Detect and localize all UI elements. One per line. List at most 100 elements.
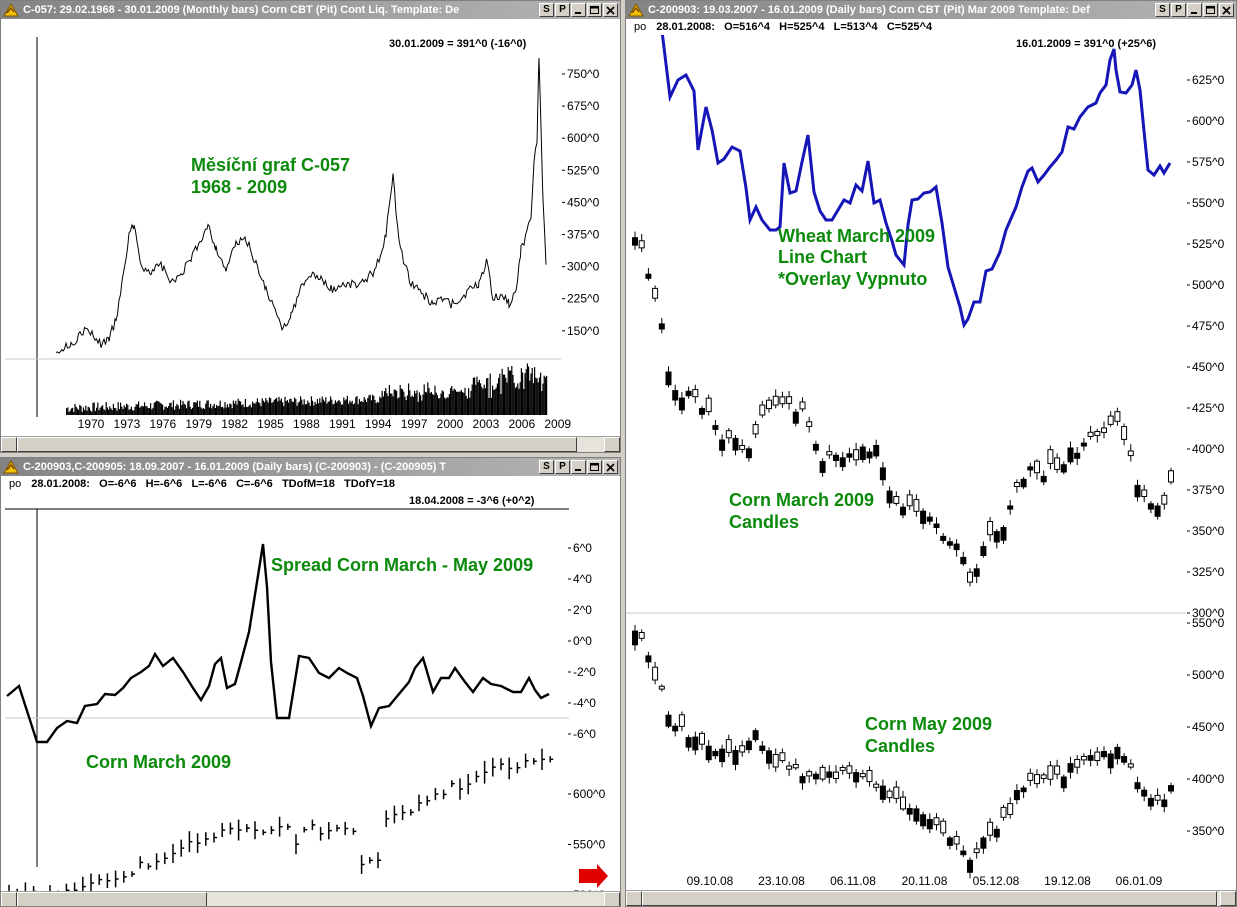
volume-bar [176, 403, 178, 415]
volume-bar [422, 394, 424, 415]
scroll-thumb[interactable] [17, 437, 577, 452]
candle-body [1147, 503, 1154, 510]
volume-bar [129, 408, 131, 415]
volume-bar [417, 401, 419, 415]
monthly-x-tick-label: 1988 [293, 417, 320, 431]
spread-close-button[interactable] [603, 460, 618, 474]
volume-bar [390, 393, 392, 415]
daily-close-button[interactable] [1219, 3, 1234, 17]
spread-y-bottom-tick-label: 500^0 [573, 888, 606, 892]
volume-bar [112, 403, 114, 415]
candle-body [839, 457, 846, 468]
spread-p-button[interactable]: P [555, 460, 570, 474]
volume-bar [102, 405, 104, 415]
spread-ohlc-info: 28.01.2008: O=-6^6 H=-6^6 L=-6^6 C=-6^6 … [31, 478, 396, 490]
wheat-y-tick-label: 625^0 [1192, 73, 1225, 87]
volume-bar [541, 391, 543, 415]
daily-window-titlebar[interactable]: C-200903: 19.03.2007 - 16.01.2009 (Daily… [626, 1, 1236, 19]
daily-chart-window[interactable]: C-200903: 19.03.2007 - 16.01.2009 (Daily… [625, 0, 1237, 907]
close-icon [606, 463, 615, 472]
monthly-window-titlebar[interactable]: C-057: 29.02.1968 - 30.01.2009 (Monthly … [1, 1, 620, 19]
scroll-left-button[interactable] [1, 892, 17, 906]
volume-bar [132, 410, 134, 415]
candle-body [973, 568, 980, 577]
maximize-icon [590, 463, 599, 471]
volume-bar [290, 398, 292, 415]
volume-bar [356, 396, 358, 415]
daily-last-value: 16.01.2009 = 391^0 (+25^6) [1016, 38, 1156, 50]
candle-body [819, 766, 826, 780]
monthly-chart-window[interactable]: C-057: 29.02.1968 - 30.01.2009 (Monthly … [0, 0, 621, 453]
volume-bar [114, 408, 116, 415]
monthly-x-tick-label: 2006 [508, 417, 535, 431]
volume-bar [249, 404, 251, 415]
volume-bar [138, 401, 140, 415]
volume-bar [94, 411, 96, 415]
scroll-right-button[interactable] [1220, 891, 1236, 906]
monthly-chart-area[interactable]: 30.01.2009 = 391^0 (-16^0) 750^0 675^0 600… [1, 19, 620, 436]
daily-maximize-button[interactable] [1203, 3, 1218, 17]
scroll-left-button[interactable] [1, 437, 17, 452]
volume-bar [265, 398, 267, 415]
candle-body [1040, 774, 1047, 780]
scroll-right-button[interactable] [604, 437, 620, 452]
volume-bar [147, 408, 149, 415]
volume-bar [93, 402, 95, 415]
daily-p-button[interactable]: P [1171, 3, 1186, 17]
volume-bar [292, 402, 294, 415]
monthly-p-button[interactable]: P [555, 3, 570, 17]
daily-minimize-button[interactable] [1187, 3, 1202, 17]
spread-chart-window[interactable]: C-200903,C-200905: 18.09.2007 - 16.01.20… [0, 457, 621, 907]
spread-chart-area[interactable]: 18.04.2008 = -3^6 (+0^2) 6^0 4^0 2^0 0^0 -2^… [1, 492, 620, 892]
volume-bar [488, 398, 490, 415]
volume-bar [540, 372, 542, 415]
scroll-left-button[interactable] [626, 891, 642, 906]
monthly-maximize-button[interactable] [587, 3, 602, 17]
candle-body [859, 773, 866, 778]
volume-bar [280, 398, 282, 415]
candle-body [719, 439, 726, 451]
scroll-right-button[interactable] [604, 892, 620, 906]
corn-march-annotation-title: Corn March 2009 [729, 490, 874, 510]
spread-horizontal-scrollbar[interactable] [1, 891, 620, 906]
volume-bar [428, 388, 430, 415]
spread-window-titlebar[interactable]: C-200903,C-200905: 18.09.2007 - 16.01.20… [1, 458, 620, 476]
minimize-icon [1191, 12, 1197, 14]
monthly-s-button[interactable]: S [539, 3, 554, 17]
volume-bar [544, 377, 546, 415]
monthly-x-tick-label: 1970 [78, 417, 105, 431]
candle-body [993, 828, 1000, 838]
volume-bar [199, 400, 201, 415]
maximize-icon [590, 6, 599, 14]
volume-bar [70, 408, 72, 415]
volume-bar [511, 366, 513, 415]
spread-s-button[interactable]: S [539, 460, 554, 474]
volume-bar [289, 399, 291, 415]
daily-s-button[interactable]: S [1155, 3, 1170, 17]
arrow-right-icon[interactable] [579, 864, 608, 888]
candle-body [1141, 789, 1148, 797]
daily-horizontal-scrollbar[interactable] [626, 890, 1236, 906]
monthly-close-button[interactable] [603, 3, 618, 17]
volume-bar [457, 391, 459, 415]
volume-bar [438, 398, 440, 415]
volume-bar [240, 401, 242, 415]
volume-bar [202, 408, 204, 415]
volume-bar [462, 392, 464, 415]
volume-bar [180, 399, 182, 415]
daily-chart-area[interactable]: 16.01.2009 = 391^0 (+25^6) 625^0 600^0 575… [626, 35, 1236, 890]
volume-bar [513, 382, 515, 415]
monthly-minimize-button[interactable] [571, 3, 586, 17]
spread-maximize-button[interactable] [587, 460, 602, 474]
candle-body [906, 808, 913, 815]
volume-bar [116, 410, 118, 415]
spread-minimize-button[interactable] [571, 460, 586, 474]
daily-x-tick-label: 06.01.09 [1116, 874, 1163, 888]
spread-window-title: C-200903,C-200905: 18.09.2007 - 16.01.20… [23, 461, 447, 473]
scroll-thumb[interactable] [17, 892, 207, 906]
monthly-horizontal-scrollbar[interactable] [1, 436, 620, 452]
candle-body [705, 397, 712, 413]
volume-bar [421, 400, 423, 415]
volume-bar [507, 366, 509, 415]
scroll-thumb[interactable] [642, 891, 1217, 906]
